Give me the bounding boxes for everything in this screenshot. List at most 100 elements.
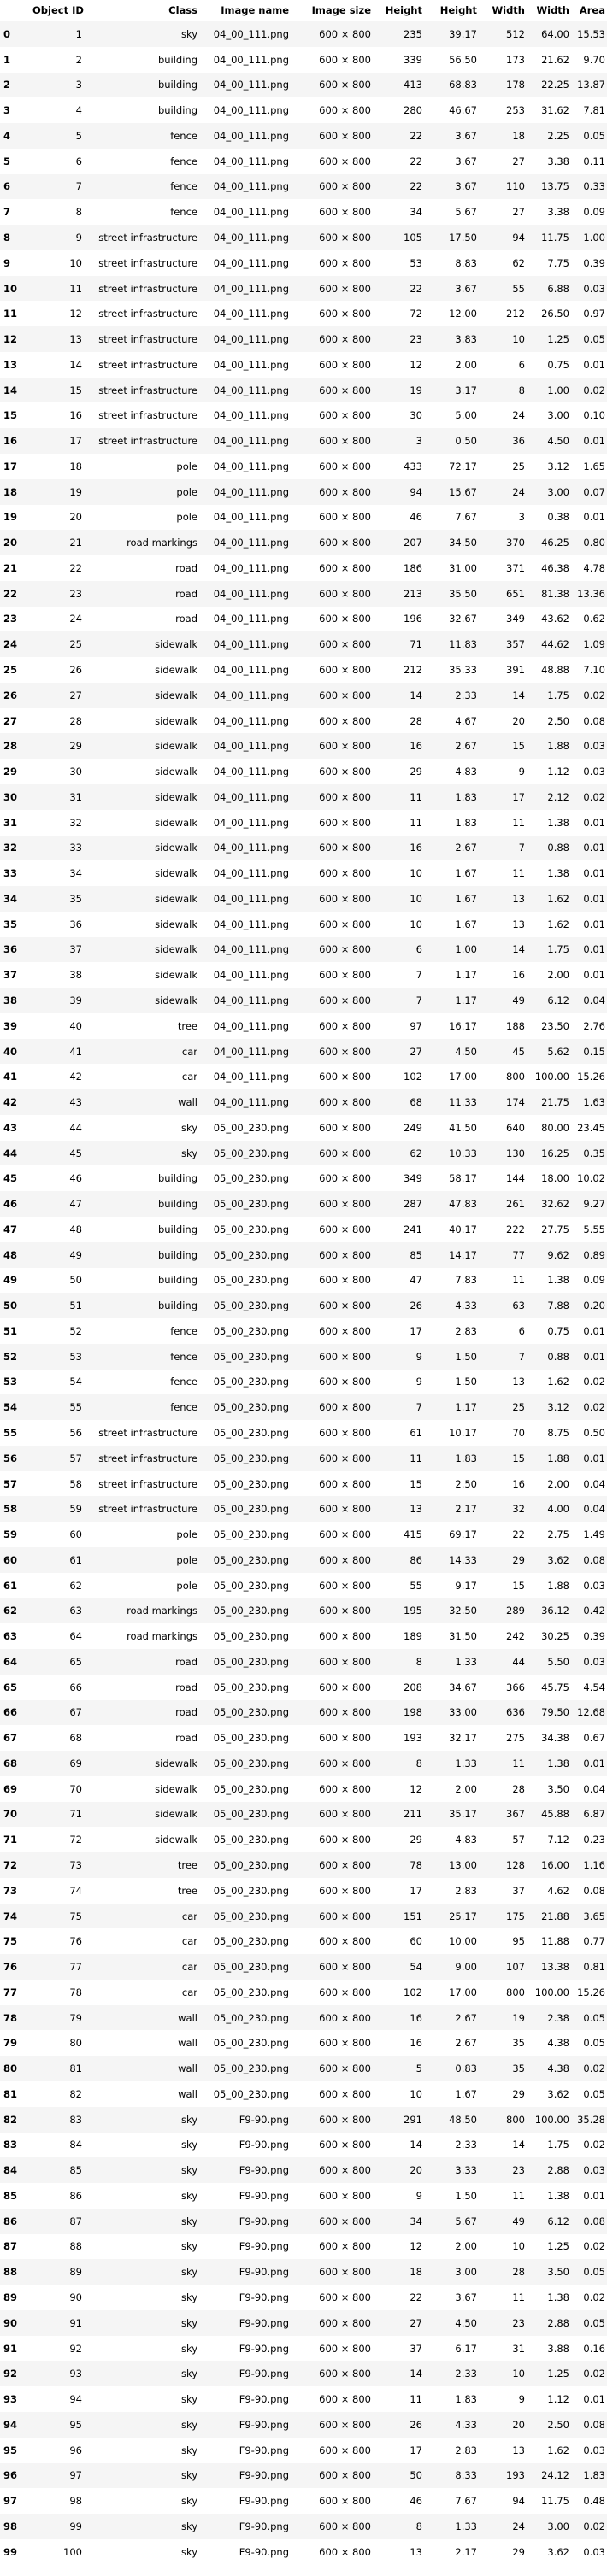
image-size-cell: 600 × 800 xyxy=(291,1725,373,1752)
width-px-cell: 9 xyxy=(479,759,527,784)
table-row: 75 76 car 05_00_230.png 600 × 800 60 10.00 95 11… xyxy=(0,1928,607,1955)
width-px-cell: 13 xyxy=(479,1369,527,1395)
object-id-cell: 18 xyxy=(31,454,84,479)
table-row: 73 74 tree 05_00_230.png 600 × 800 17 2.83 37 4.… xyxy=(0,1877,607,1904)
table-row: 25 26 sidewalk 04_00_111.png 600 × 800 212 35.… xyxy=(0,657,607,683)
width-pct-cell: 21.62 xyxy=(527,46,571,73)
width-pct-cell: 5.50 xyxy=(527,1649,571,1675)
height-px-cell: 23 xyxy=(373,326,424,352)
table-row: 1 2 building 04_00_111.png 600 × 800 339 56.50… xyxy=(0,46,607,73)
height-px-cell: 22 xyxy=(373,2285,424,2310)
image-size-cell: 600 × 800 xyxy=(291,1445,373,1471)
row-index: 48 xyxy=(0,1241,31,1268)
area-cell: 0.02 xyxy=(571,682,607,708)
width-px-cell: 23 xyxy=(479,2309,527,2336)
width-pct-cell: 1.75 xyxy=(527,936,571,963)
height-px-cell: 291 xyxy=(373,2106,424,2133)
image-name-cell: 04_00_111.png xyxy=(199,860,291,887)
class-cell: sidewalk xyxy=(84,707,199,734)
image-size-cell: 600 × 800 xyxy=(291,1165,373,1192)
height-px-cell: 16 xyxy=(373,733,424,760)
height-px-cell: 7 xyxy=(373,962,424,989)
height-pct-cell: 2.67 xyxy=(424,835,479,861)
row-index: 29 xyxy=(0,759,31,784)
object-id-cell: 56 xyxy=(31,1420,84,1446)
width-pct-cell: 4.38 xyxy=(527,2030,571,2057)
width-pct-cell: 0.88 xyxy=(527,835,571,861)
width-px-cell: 24 xyxy=(479,2514,527,2539)
row-index: 14 xyxy=(0,377,31,403)
class-cell: sidewalk xyxy=(84,783,199,810)
height-pct-cell: 5.67 xyxy=(424,2208,479,2234)
image-size-cell: 600 × 800 xyxy=(291,2132,373,2158)
row-index: 55 xyxy=(0,1420,31,1446)
width-pct-cell: 45.75 xyxy=(527,1674,571,1700)
row-index: 62 xyxy=(0,1598,31,1624)
object-id-cell: 69 xyxy=(31,1751,84,1776)
height-px-cell: 13 xyxy=(373,2538,424,2565)
height-pct-cell: 58.17 xyxy=(424,1165,479,1192)
width-px-cell: 28 xyxy=(479,2259,527,2286)
row-index: 37 xyxy=(0,962,31,989)
area-cell: 0.03 xyxy=(571,275,607,302)
height-pct-cell: 69.17 xyxy=(424,1522,479,1547)
table-row: 83 84 sky F9-90.png 600 × 800 14 2.33 14 1.75 0.0… xyxy=(0,2132,607,2158)
class-cell: road markings xyxy=(84,530,199,556)
object-id-cell: 53 xyxy=(31,1343,84,1370)
class-cell: fence xyxy=(84,1318,199,1344)
area-cell: 4.54 xyxy=(571,1674,607,1700)
height-pct-cell: 8.83 xyxy=(424,249,479,276)
class-cell: building xyxy=(84,97,199,124)
row-index: 91 xyxy=(0,2335,31,2362)
area-cell: 0.01 xyxy=(571,351,607,378)
width-px-cell: 94 xyxy=(479,2488,527,2514)
height-pct-cell: 4.83 xyxy=(424,1827,479,1853)
class-cell: wall xyxy=(84,1089,199,1115)
width-px-cell: 45 xyxy=(479,1038,527,1065)
row-index: 83 xyxy=(0,2132,31,2158)
object-id-cell: 32 xyxy=(31,809,84,836)
row-index: 3 xyxy=(0,97,31,124)
height-px-cell: 11 xyxy=(373,809,424,836)
image-name-cell: F9-90.png xyxy=(199,2259,291,2286)
image-size-cell: 600 × 800 xyxy=(291,504,373,531)
row-index: 13 xyxy=(0,351,31,378)
area-cell: 0.08 xyxy=(571,2411,607,2438)
image-name-cell: 04_00_111.png xyxy=(199,326,291,352)
area-cell: 0.08 xyxy=(571,1546,607,1573)
area-cell: 4.78 xyxy=(571,555,607,581)
height-px-cell: 19 xyxy=(373,377,424,403)
height-pct-cell: 31.00 xyxy=(424,555,479,581)
width-pct-cell: 13.38 xyxy=(527,1954,571,1980)
image-size-cell: 600 × 800 xyxy=(291,1546,373,1573)
object-id-cell: 27 xyxy=(31,682,84,708)
height-px-cell: 3 xyxy=(373,428,424,455)
row-index: 68 xyxy=(0,1751,31,1776)
table-row: 27 28 sidewalk 04_00_111.png 600 × 800 28 4.67… xyxy=(0,707,607,734)
image-size-cell: 600 × 800 xyxy=(291,1877,373,1904)
image-name-cell: 04_00_111.png xyxy=(199,759,291,784)
table-row: 87 88 sky F9-90.png 600 × 800 12 2.00 10 1.25 0.0… xyxy=(0,2233,607,2260)
height-pct-cell: 8.33 xyxy=(424,2462,479,2489)
class-cell: sky xyxy=(84,2514,199,2539)
width-px-cell: 28 xyxy=(479,1775,527,1802)
width-px-cell: 173 xyxy=(479,46,527,73)
width-pct-cell: 18.00 xyxy=(527,1165,571,1192)
image-size-cell: 600 × 800 xyxy=(291,1343,373,1370)
height-px-cell: 11 xyxy=(373,783,424,810)
table-row: 2 3 building 04_00_111.png 600 × 800 413 68.83… xyxy=(0,72,607,98)
width-px-cell: 49 xyxy=(479,988,527,1013)
image-size-cell: 600 × 800 xyxy=(291,631,373,658)
height-px-cell: 17 xyxy=(373,2437,424,2463)
table-row: 28 29 sidewalk 04_00_111.png 600 × 800 16 2.67… xyxy=(0,733,607,760)
height-px-cell: 196 xyxy=(373,606,424,632)
width-px-cell: 49 xyxy=(479,2208,527,2234)
height-pct-cell: 9.00 xyxy=(424,1954,479,1980)
width-pct-cell: 30.25 xyxy=(527,1623,571,1649)
class-cell: sky xyxy=(84,1114,199,1141)
table-row: 81 82 wall 05_00_230.png 600 × 800 10 1.67 29 3.… xyxy=(0,2081,607,2107)
row-index: 1 xyxy=(0,46,31,73)
image-size-cell: 600 × 800 xyxy=(291,1267,373,1294)
object-id-cell: 42 xyxy=(31,1064,84,1090)
class-cell: sky xyxy=(84,1140,199,1166)
